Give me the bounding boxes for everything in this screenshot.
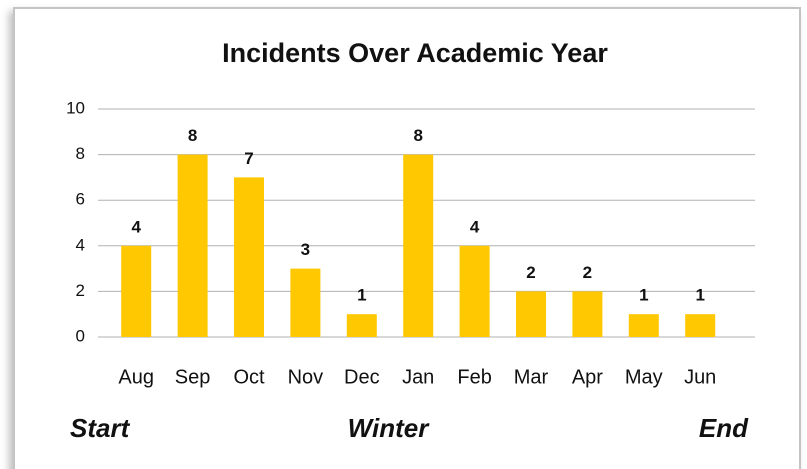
y-tick-label: 4 [76,235,85,254]
annotation: Winter [348,413,431,443]
x-tick-label: Apr [572,366,603,388]
bar [403,154,434,337]
data-label: 1 [695,286,704,305]
bar [628,314,659,337]
data-label: 1 [357,286,366,305]
x-tick-label: Aug [118,366,154,388]
y-tick-label: 10 [66,98,85,117]
chart-title: Incidents Over Academic Year [222,38,608,68]
data-label: 2 [526,263,535,282]
x-tick-label: May [625,366,663,388]
data-label: 3 [301,240,310,259]
x-tick-label: Feb [457,366,491,388]
data-label: 8 [413,126,422,145]
bar [346,314,377,337]
y-tick-label: 8 [76,144,85,163]
bar [685,314,716,337]
data-label: 7 [244,149,253,168]
bar [177,154,208,337]
data-label: 8 [188,126,197,145]
y-tick-label: 0 [76,326,85,345]
data-label: 4 [470,217,480,236]
data-label: 2 [583,263,592,282]
bar [234,177,264,337]
annotation: Start [70,413,131,443]
bar [459,245,490,337]
x-tick-label: Jan [402,366,434,388]
bar [516,291,546,337]
bar [572,291,603,337]
bar [290,268,321,337]
x-tick-label: Dec [344,366,380,388]
x-tick-label: Nov [288,366,324,388]
annotation: End [699,413,749,443]
x-tick-label: Oct [233,366,265,388]
y-tick-label: 2 [76,281,85,300]
x-tick-label: Sep [175,366,211,388]
bar [121,245,152,337]
x-tick-label: Jun [684,366,716,388]
x-tick-label: Mar [514,366,549,388]
y-tick-label: 6 [76,190,85,209]
data-label: 4 [131,217,141,236]
data-label: 1 [639,286,648,305]
